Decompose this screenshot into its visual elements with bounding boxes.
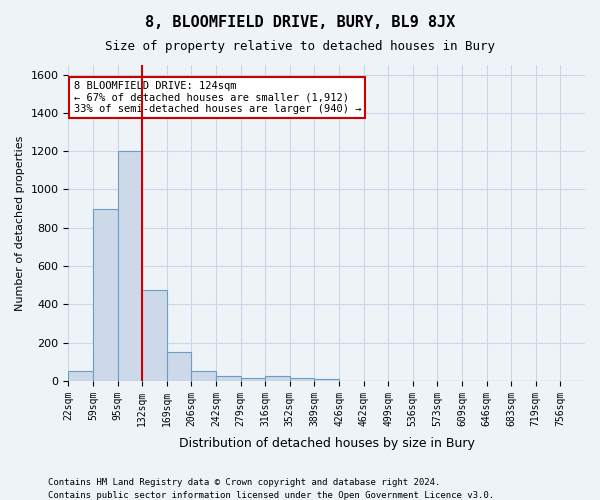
Bar [265,376,290,381]
Text: Size of property relative to detached houses in Bury: Size of property relative to detached ho… [105,40,495,53]
Bar [68,372,93,381]
Bar [290,378,314,381]
Bar [93,208,118,381]
Text: Contains HM Land Registry data © Crown copyright and database right 2024.: Contains HM Land Registry data © Crown c… [48,478,440,487]
Bar [241,378,265,381]
Text: 8 BLOOMFIELD DRIVE: 124sqm
← 67% of detached houses are smaller (1,912)
33% of s: 8 BLOOMFIELD DRIVE: 124sqm ← 67% of deta… [74,81,361,114]
Text: Contains public sector information licensed under the Open Government Licence v3: Contains public sector information licen… [48,490,494,500]
Y-axis label: Number of detached properties: Number of detached properties [15,136,25,310]
Bar [167,352,191,381]
X-axis label: Distribution of detached houses by size in Bury: Distribution of detached houses by size … [179,437,475,450]
Bar [191,372,216,381]
Bar [118,151,142,381]
Text: 8, BLOOMFIELD DRIVE, BURY, BL9 8JX: 8, BLOOMFIELD DRIVE, BURY, BL9 8JX [145,15,455,30]
Bar [216,376,241,381]
Bar [142,290,167,381]
Bar [314,379,339,381]
